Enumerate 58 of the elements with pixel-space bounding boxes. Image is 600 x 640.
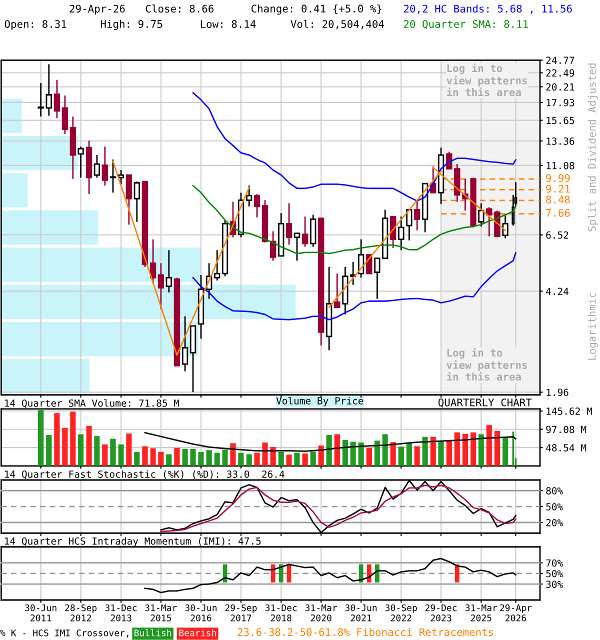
- y-tick-label: 30%: [546, 580, 563, 588]
- y-tick-label: 80%: [546, 487, 563, 494]
- x-tick-label: 30-Jun 2016: [185, 604, 216, 622]
- text: Split and Dividend Adjusted: [588, 64, 598, 232]
- y-tick-label: 145.62 M: [546, 407, 592, 415]
- x-tick-label: 31-Dec 2018: [265, 604, 297, 622]
- x-tick-label: 31-Mar 2025: [465, 604, 498, 622]
- y-tick-label: 1.96: [546, 388, 568, 396]
- text: Logarithmic: [588, 292, 598, 360]
- chart-title: 14 Quarter Fast Stochastic (%K) (%D): 33.0 26.4: [5, 470, 284, 479]
- text: Low: 8.14: [200, 20, 256, 28]
- text: Volume By Price: [276, 396, 364, 406]
- ref-line-label: 8.48: [546, 196, 570, 204]
- x-tick-label: 30-Sep 2022: [385, 604, 417, 622]
- text: Open: 8.31: [4, 20, 66, 30]
- x-tick-label: 29-Sep 2017: [225, 604, 257, 622]
- y-tick-label: 15.65: [546, 116, 574, 124]
- y-tick-label: 17.93: [546, 98, 574, 106]
- x-tick-label: 31-Mar 2015: [145, 604, 177, 622]
- text: 23.6-38.2-50-61.8% Fibonacci Retracements: [238, 628, 494, 636]
- y-tick-label: 13.36: [546, 137, 574, 145]
- x-tick-label: 29-Apr 2026: [500, 604, 532, 622]
- y-tick-label: 97.08 M: [546, 426, 586, 434]
- x-tick-label: 29-Dec 2023: [425, 604, 457, 622]
- y-tick-label: 4.24: [546, 288, 569, 295]
- ref-line-label: 7.66: [546, 208, 570, 217]
- chart-title: 14 Quarter SMA Volume: 71.85 M: [5, 399, 180, 408]
- text: Bearish: [179, 629, 216, 636]
- y-tick-label: 70%: [546, 559, 563, 567]
- text: Vol: 20,504,404: [290, 20, 384, 30]
- text: 20 Quarter SMA: 8.11: [404, 20, 528, 30]
- ref-line-label: 9.99: [546, 174, 570, 182]
- y-tick-label: 48.54 M: [546, 444, 586, 452]
- x-tick-label: 30-Jun 2011: [25, 604, 56, 622]
- legend-title: % K - HCS IMI Crossover,: [0, 630, 128, 638]
- annotation: Log in to view patterns in this area: [446, 63, 527, 96]
- text: 29-Apr-26: [70, 4, 125, 15]
- y-tick-label: 24.77: [546, 56, 574, 64]
- text: High: 9.75: [100, 20, 162, 30]
- x-tick-label: 30-Jun 2021: [345, 604, 377, 622]
- y-tick-label: 11.08: [546, 162, 574, 170]
- chart-title: 14 Quarter HCS Intraday Momentum (IMI): 47.5: [5, 537, 261, 547]
- y-tick-label: 20%: [546, 519, 563, 526]
- text: Change: 0.41 {+5.0 %}: [252, 4, 382, 15]
- y-tick-label: 50%: [546, 570, 563, 578]
- y-tick-label: 50%: [546, 503, 563, 510]
- text: Close: 8.66: [146, 4, 214, 13]
- x-tick-label: 31-Mar 2020: [305, 604, 338, 622]
- text: Bullish: [134, 629, 172, 636]
- y-tick-label: 6.52: [546, 231, 568, 239]
- y-tick-label: 20.21: [546, 83, 574, 91]
- text: 20,2 HC Bands: 5.68 , 11.56: [404, 4, 572, 14]
- text: QUARTERLY CHART: [438, 398, 532, 408]
- ref-line-label: 9.21: [546, 184, 570, 193]
- x-tick-label: 31-Dec 2013: [105, 604, 137, 622]
- annotation: Log in to view patterns in this area: [446, 348, 527, 381]
- x-tick-label: 28-Sep 2012: [65, 604, 97, 622]
- y-tick-label: 22.49: [546, 69, 574, 77]
